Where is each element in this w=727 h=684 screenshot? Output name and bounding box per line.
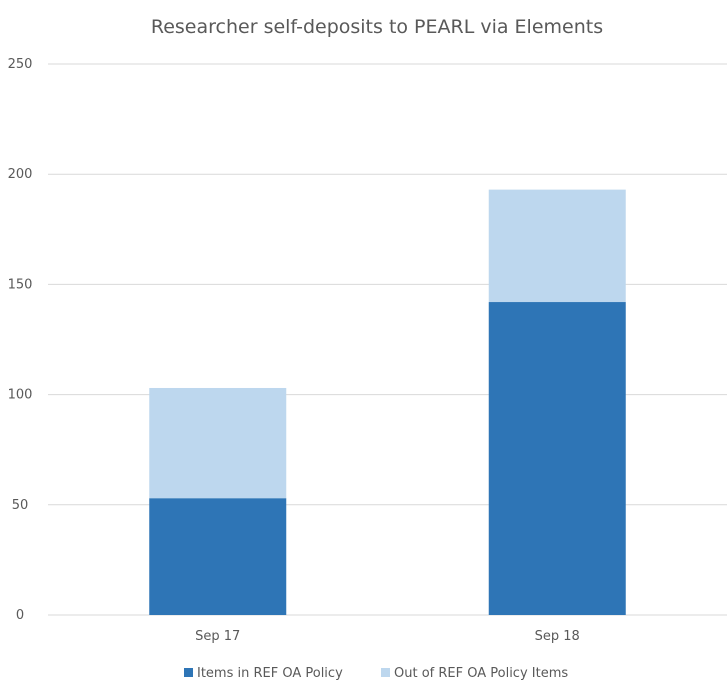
bar-segment [488, 189, 626, 303]
legend-swatch [184, 668, 193, 677]
y-axis-ticks: 0 50 100 150 200 250 [8, 57, 33, 623]
y-tick-label: 0 [16, 608, 24, 623]
x-axis-ticks: Sep 17 Sep 18 [195, 629, 580, 644]
legend-swatch [381, 668, 390, 677]
y-tick-label: 150 [8, 277, 33, 292]
bar-segment [149, 387, 287, 499]
bar-segment [149, 498, 287, 615]
chart-title: Researcher self-deposits to PEARL via El… [151, 16, 603, 38]
legend-label: Items in REF OA Policy [197, 666, 343, 681]
y-tick-label: 100 [8, 388, 33, 403]
y-tick-label: 50 [12, 498, 29, 513]
x-tick-label: Sep 18 [535, 629, 580, 644]
legend-label: Out of REF OA Policy Items [394, 666, 568, 681]
bar-segment [488, 302, 626, 615]
legend: Items in REF OA Policy Out of REF OA Poli… [184, 666, 568, 681]
y-tick-label: 250 [8, 57, 33, 72]
x-tick-label: Sep 17 [195, 629, 240, 644]
bars [149, 189, 626, 615]
y-tick-label: 200 [8, 167, 33, 182]
